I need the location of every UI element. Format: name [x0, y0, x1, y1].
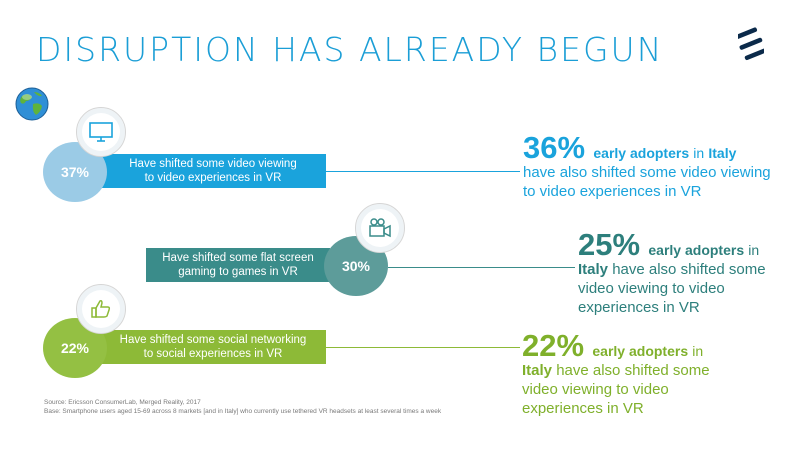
source-note: Source: Ericsson ConsumerLab, Merged Rea…	[44, 398, 441, 416]
row-3-stat-percent: 22%	[522, 328, 585, 363]
row-2-bar: Have shifted some flat screen gaming to …	[146, 248, 330, 282]
row-2-stat-percent: 25%	[578, 227, 641, 262]
page-title: DISRUPTION HAS ALREADY BEGUN	[36, 30, 664, 69]
row-1-circle-value: 37%	[60, 164, 90, 180]
row-3-circle-value: 22%	[60, 340, 90, 356]
globe-icon	[15, 87, 49, 121]
row-2-bar-text-2: gaming to games in VR	[178, 266, 298, 278]
row-3-stat-rest: have also shifted some video viewing to …	[522, 362, 710, 417]
row-2-circle-value: 30%	[341, 258, 371, 274]
row-1-stat-rest: have also shifted some video viewing to …	[523, 164, 771, 200]
row-3-icon-bubble	[76, 284, 126, 334]
row-1-bar-text-2: to video experiences in VR	[144, 172, 282, 184]
row-2-stat-country: Italy	[578, 261, 609, 278]
row-2-stat-in: in	[748, 242, 760, 258]
row-2-stat-rest: have also shifted some video viewing to …	[578, 261, 766, 316]
row-1-stat-in: in	[693, 145, 705, 161]
row-2-bar-text-1: Have shifted some flat screen	[162, 252, 314, 264]
ericsson-logo	[738, 27, 764, 61]
row-1-stat-early-adopters: early adopters	[593, 145, 690, 161]
row-2-stat: 25% early adopters in Italy have also sh…	[578, 228, 788, 317]
source-line-1: Source: Ericsson ConsumerLab, Merged Rea…	[44, 399, 201, 406]
row-1-connector-line	[326, 171, 520, 172]
row-1-stat-percent: 36%	[523, 130, 586, 165]
row-1-icon-bubble	[76, 107, 126, 157]
monitor-icon	[89, 122, 113, 142]
row-1-bar-text-1: Have shifted some video viewing	[129, 158, 297, 170]
video-camera-icon	[369, 218, 391, 238]
row-3-stat-in: in	[692, 343, 704, 359]
row-3-bar: Have shifted some social networking to s…	[100, 330, 326, 364]
row-3-connector-line	[326, 347, 520, 348]
row-3-bar-text-1: Have shifted some social networking	[119, 334, 307, 346]
row-3-stat-country: Italy	[522, 362, 553, 379]
row-2-icon-bubble	[355, 203, 405, 253]
row-1-stat-country: Italy	[708, 145, 737, 161]
row-3-stat-early-adopters: early adopters	[592, 343, 689, 359]
row-2-connector-line	[388, 267, 575, 268]
row-3-bar-text-2: to social experiences in VR	[143, 348, 283, 360]
row-3-stat: 22% early adopters in Italy have also sh…	[522, 329, 722, 418]
row-1-bar: Have shifted some video viewing to video…	[100, 154, 326, 188]
source-line-2: Base: Smartphone users aged 15-69 across…	[44, 408, 442, 415]
row-2-stat-early-adopters: early adopters	[648, 242, 745, 258]
thumbs-up-icon	[91, 300, 111, 318]
row-1-stat: 36% early adopters in Italy have also sh…	[523, 131, 783, 201]
